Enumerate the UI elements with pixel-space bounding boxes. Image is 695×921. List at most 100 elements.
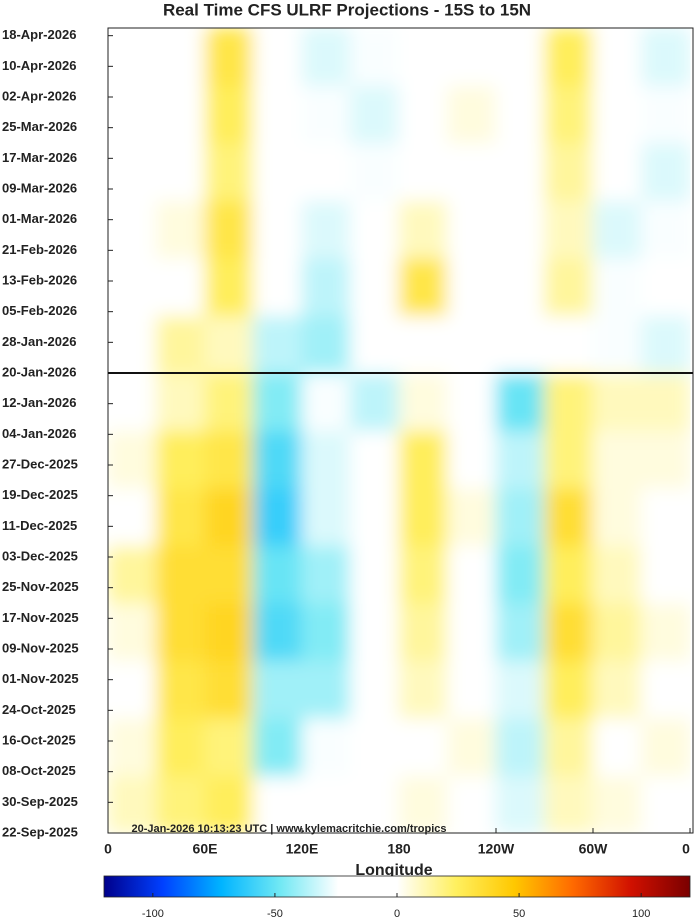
heat-cell <box>204 315 254 374</box>
heat-cell <box>641 257 691 316</box>
heat-cell <box>398 602 448 661</box>
x-tick-label: 60W <box>579 841 609 857</box>
colorbar-tick-label: 0 <box>394 908 400 920</box>
heat-cell <box>301 487 351 546</box>
heat-cell <box>398 315 448 374</box>
heat-cell <box>350 28 400 86</box>
heat-cell <box>350 372 400 431</box>
heat-cell <box>301 775 351 833</box>
heat-cell <box>398 85 448 144</box>
heat-cell <box>156 372 206 431</box>
heat-cell <box>156 142 206 201</box>
heat-cell <box>350 602 400 661</box>
heat-cell <box>253 430 303 489</box>
heat-cell <box>253 315 303 374</box>
heat-cell <box>592 28 642 86</box>
colorbar-tick-label: -100 <box>142 908 164 920</box>
y-tick-label: 20-Jan-2026 <box>2 364 76 379</box>
heat-cell <box>108 372 157 431</box>
heat-cell <box>495 717 545 776</box>
heat-cell <box>253 602 303 661</box>
heat-cell <box>544 602 594 661</box>
heat-cell <box>398 430 448 489</box>
y-tick-label: 28-Jan-2026 <box>2 334 76 349</box>
heat-cell <box>495 372 545 431</box>
heat-cell <box>447 430 497 489</box>
y-tick-label: 04-Jan-2026 <box>2 426 76 441</box>
heat-cell <box>108 142 157 201</box>
heat-cell <box>544 487 594 546</box>
y-tick-label: 16-Oct-2025 <box>2 732 76 747</box>
heat-cell <box>301 257 351 316</box>
heat-cell <box>204 257 254 316</box>
heat-cell <box>156 200 206 259</box>
heat-cell <box>592 200 642 259</box>
heat-cell <box>204 142 254 201</box>
heat-cell <box>592 430 642 489</box>
heat-cell <box>495 200 545 259</box>
y-tick-label: 09-Mar-2026 <box>2 180 77 195</box>
plot-frame <box>107 27 694 834</box>
colorbar-tick-label: 100 <box>632 908 650 920</box>
heat-cell <box>447 315 497 374</box>
heat-cell <box>204 487 254 546</box>
colorbar-tick-label: 50 <box>513 908 525 920</box>
y-tick-label: 17-Mar-2026 <box>2 150 77 165</box>
heat-cell <box>398 257 448 316</box>
heat-cell <box>641 775 691 833</box>
x-tick-label: 0 <box>682 841 690 857</box>
y-tick-label: 12-Jan-2026 <box>2 395 76 410</box>
heat-cell <box>204 775 254 833</box>
heat-cell <box>447 660 497 719</box>
heat-cell <box>641 717 691 776</box>
x-axis-label: Longitude <box>355 862 432 879</box>
heat-cell <box>301 660 351 719</box>
heat-cell <box>447 200 497 259</box>
heat-cell <box>156 28 206 86</box>
heat-cell <box>156 775 206 833</box>
heat-cell <box>641 315 691 374</box>
heat-cell <box>641 602 691 661</box>
chart-title: Real Time CFS ULRF Projections - 15S to … <box>163 0 531 19</box>
heat-cell <box>495 85 545 144</box>
heat-cell <box>108 487 157 546</box>
heat-cell <box>447 85 497 144</box>
heat-cell <box>544 142 594 201</box>
annotation: 20-Jan-2026 10:13:23 UTC | www.kylemacri… <box>131 823 446 835</box>
heat-cell <box>592 775 642 833</box>
heat-cell <box>350 315 400 374</box>
heat-cell <box>156 257 206 316</box>
heat-cell <box>108 430 157 489</box>
heat-cell <box>156 602 206 661</box>
heat-cell <box>204 545 254 604</box>
y-tick-label: 25-Nov-2025 <box>2 579 79 594</box>
heat-cell <box>204 430 254 489</box>
heat-cell <box>544 660 594 719</box>
heat-cell <box>641 142 691 201</box>
heat-cell <box>301 85 351 144</box>
heat-cell <box>447 142 497 201</box>
x-tick-label: 60E <box>193 841 218 857</box>
heat-cell <box>253 717 303 776</box>
heat-cell <box>350 660 400 719</box>
y-tick-label: 05-Feb-2026 <box>2 303 77 318</box>
heat-cell <box>398 372 448 431</box>
y-tick-label: 10-Apr-2026 <box>2 58 76 73</box>
x-tick-label: 120W <box>478 841 515 857</box>
heat-cell <box>253 372 303 431</box>
heat-cell <box>301 372 351 431</box>
heat-cell <box>544 717 594 776</box>
heat-cell <box>108 257 157 316</box>
heat-cell <box>447 257 497 316</box>
heat-cell <box>544 372 594 431</box>
heat-cell <box>447 28 497 86</box>
heat-cell <box>301 602 351 661</box>
heat-cell <box>350 717 400 776</box>
heat-cell <box>108 200 157 259</box>
heat-cell <box>641 28 691 86</box>
heat-cell <box>156 315 206 374</box>
heat-cell <box>253 257 303 316</box>
x-tick-label: 120E <box>286 841 319 857</box>
heat-cell <box>447 775 497 833</box>
y-tick-label: 03-Dec-2025 <box>2 548 78 563</box>
